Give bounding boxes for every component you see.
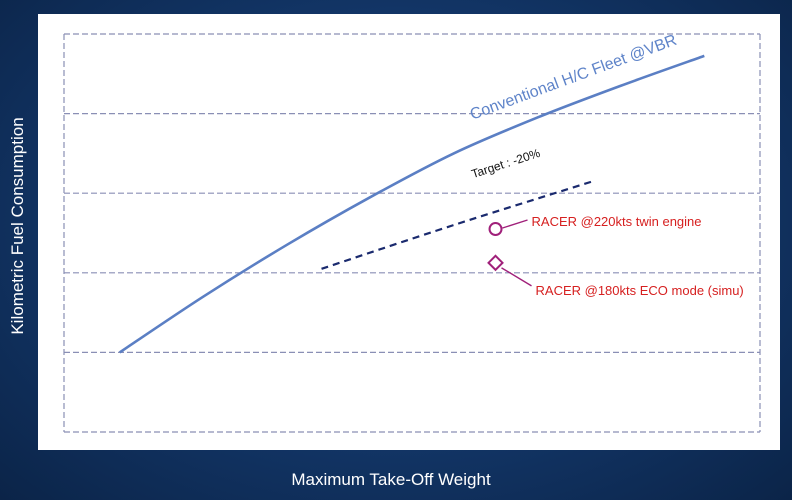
series-label-1: Target : -20% (470, 146, 543, 181)
marker-diamond-1 (487, 254, 504, 272)
plot-area: Conventional H/C Fleet @VBR Target : -20%… (38, 14, 780, 450)
series-line-0 (118, 54, 705, 354)
marker-label-1: RACER @180kts ECO mode (simu) (536, 283, 744, 298)
marker-label-0: RACER @220kts twin engine (532, 214, 702, 229)
leader-line-1 (501, 267, 532, 287)
x-axis-label: Maximum Take-Off Weight (291, 470, 491, 489)
series-line-1 (321, 180, 594, 270)
chart-svg: Conventional H/C Fleet @VBR Target : -20%… (63, 32, 761, 433)
marker-circle-0 (488, 222, 503, 237)
y-axis-label: Kilometric Fuel Consumption (8, 117, 27, 335)
series-label-0: Conventional H/C Fleet @VBR (468, 32, 679, 124)
leader-line-0 (502, 219, 528, 229)
